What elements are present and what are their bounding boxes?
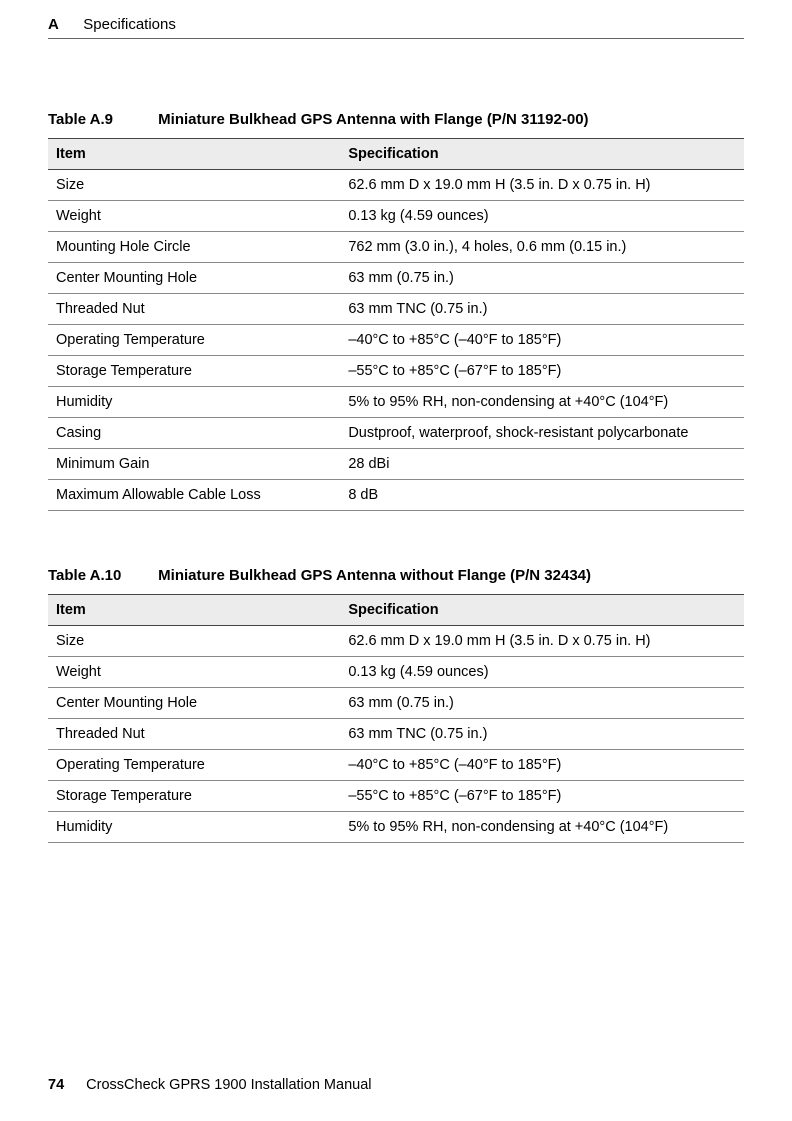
table-row: Storage Temperature–55°C to +85°C (–67°F… bbox=[48, 356, 744, 387]
table-a9-caption-title: Miniature Bulkhead GPS Antenna with Flan… bbox=[158, 111, 588, 128]
cell-spec: 5% to 95% RH, non-condensing at +40°C (1… bbox=[340, 387, 744, 418]
col-header-item: Item bbox=[48, 595, 340, 626]
col-header-item: Item bbox=[48, 139, 340, 170]
table-row: Size62.6 mm D x 19.0 mm H (3.5 in. D x 0… bbox=[48, 626, 744, 657]
cell-item: Size bbox=[48, 170, 340, 201]
table-row: Center Mounting Hole63 mm (0.75 in.) bbox=[48, 263, 744, 294]
cell-item: Humidity bbox=[48, 387, 340, 418]
cell-item: Operating Temperature bbox=[48, 325, 340, 356]
table-row: CasingDustproof, waterproof, shock-resis… bbox=[48, 418, 744, 449]
cell-spec: 5% to 95% RH, non-condensing at +40°C (1… bbox=[340, 812, 744, 843]
cell-item: Weight bbox=[48, 657, 340, 688]
cell-item: Storage Temperature bbox=[48, 356, 340, 387]
table-header-row: Item Specification bbox=[48, 595, 744, 626]
cell-item: Maximum Allowable Cable Loss bbox=[48, 480, 340, 511]
table-a10: Item Specification Size62.6 mm D x 19.0 … bbox=[48, 594, 744, 843]
cell-item: Threaded Nut bbox=[48, 294, 340, 325]
page-footer: 74 CrossCheck GPRS 1900 Installation Man… bbox=[0, 1077, 792, 1093]
table-row: Weight0.13 kg (4.59 ounces) bbox=[48, 657, 744, 688]
table-header-row: Item Specification bbox=[48, 139, 744, 170]
cell-spec: 762 mm (3.0 in.), 4 holes, 0.6 mm (0.15 … bbox=[340, 232, 744, 263]
table-row: Maximum Allowable Cable Loss8 dB bbox=[48, 480, 744, 511]
table-a10-caption: Table A.10 Miniature Bulkhead GPS Antenn… bbox=[48, 567, 744, 584]
section-letter: A bbox=[48, 16, 59, 33]
col-header-spec: Specification bbox=[340, 595, 744, 626]
cell-spec: 0.13 kg (4.59 ounces) bbox=[340, 657, 744, 688]
cell-spec: 62.6 mm D x 19.0 mm H (3.5 in. D x 0.75 … bbox=[340, 626, 744, 657]
table-row: Operating Temperature–40°C to +85°C (–40… bbox=[48, 325, 744, 356]
table-a10-caption-title: Miniature Bulkhead GPS Antenna without F… bbox=[158, 567, 591, 584]
cell-item: Minimum Gain bbox=[48, 449, 340, 480]
table-row: Center Mounting Hole63 mm (0.75 in.) bbox=[48, 688, 744, 719]
cell-spec: 62.6 mm D x 19.0 mm H (3.5 in. D x 0.75 … bbox=[340, 170, 744, 201]
cell-item: Size bbox=[48, 626, 340, 657]
col-header-spec: Specification bbox=[340, 139, 744, 170]
table-row: Mounting Hole Circle762 mm (3.0 in.), 4 … bbox=[48, 232, 744, 263]
table-row: Size62.6 mm D x 19.0 mm H (3.5 in. D x 0… bbox=[48, 170, 744, 201]
table-row: Humidity5% to 95% RH, non-condensing at … bbox=[48, 812, 744, 843]
cell-spec: 8 dB bbox=[340, 480, 744, 511]
table-row: Weight0.13 kg (4.59 ounces) bbox=[48, 201, 744, 232]
table-row: Operating Temperature–40°C to +85°C (–40… bbox=[48, 750, 744, 781]
cell-spec: –40°C to +85°C (–40°F to 185°F) bbox=[340, 325, 744, 356]
page: A Specifications Table A.9 Miniature Bul… bbox=[0, 0, 792, 1121]
cell-item: Casing bbox=[48, 418, 340, 449]
cell-item: Storage Temperature bbox=[48, 781, 340, 812]
cell-spec: 63 mm (0.75 in.) bbox=[340, 688, 744, 719]
table-row: Storage Temperature–55°C to +85°C (–67°F… bbox=[48, 781, 744, 812]
cell-item: Operating Temperature bbox=[48, 750, 340, 781]
table-row: Threaded Nut63 mm TNC (0.75 in.) bbox=[48, 719, 744, 750]
cell-spec: 0.13 kg (4.59 ounces) bbox=[340, 201, 744, 232]
table-row: Threaded Nut63 mm TNC (0.75 in.) bbox=[48, 294, 744, 325]
table-a9: Item Specification Size62.6 mm D x 19.0 … bbox=[48, 138, 744, 511]
table-a9-caption: Table A.9 Miniature Bulkhead GPS Antenna… bbox=[48, 111, 744, 128]
manual-title: CrossCheck GPRS 1900 Installation Manual bbox=[86, 1077, 371, 1093]
table-row: Humidity5% to 95% RH, non-condensing at … bbox=[48, 387, 744, 418]
cell-spec: –55°C to +85°C (–67°F to 185°F) bbox=[340, 356, 744, 387]
cell-item: Center Mounting Hole bbox=[48, 688, 340, 719]
cell-item: Center Mounting Hole bbox=[48, 263, 340, 294]
table-row: Minimum Gain28 dBi bbox=[48, 449, 744, 480]
cell-item: Mounting Hole Circle bbox=[48, 232, 340, 263]
cell-item: Threaded Nut bbox=[48, 719, 340, 750]
page-header: A Specifications bbox=[48, 16, 744, 39]
cell-item: Weight bbox=[48, 201, 340, 232]
cell-spec: 28 dBi bbox=[340, 449, 744, 480]
cell-spec: Dustproof, waterproof, shock-resistant p… bbox=[340, 418, 744, 449]
table-a9-block: Table A.9 Miniature Bulkhead GPS Antenna… bbox=[48, 111, 744, 511]
cell-spec: –40°C to +85°C (–40°F to 185°F) bbox=[340, 750, 744, 781]
cell-spec: 63 mm TNC (0.75 in.) bbox=[340, 719, 744, 750]
cell-spec: 63 mm (0.75 in.) bbox=[340, 263, 744, 294]
cell-spec: 63 mm TNC (0.75 in.) bbox=[340, 294, 744, 325]
cell-item: Humidity bbox=[48, 812, 340, 843]
table-a10-caption-label: Table A.10 bbox=[48, 567, 154, 584]
page-number: 74 bbox=[48, 1077, 64, 1093]
cell-spec: –55°C to +85°C (–67°F to 185°F) bbox=[340, 781, 744, 812]
table-a9-caption-label: Table A.9 bbox=[48, 111, 154, 128]
table-a10-block: Table A.10 Miniature Bulkhead GPS Antenn… bbox=[48, 567, 744, 843]
section-name: Specifications bbox=[83, 16, 176, 33]
